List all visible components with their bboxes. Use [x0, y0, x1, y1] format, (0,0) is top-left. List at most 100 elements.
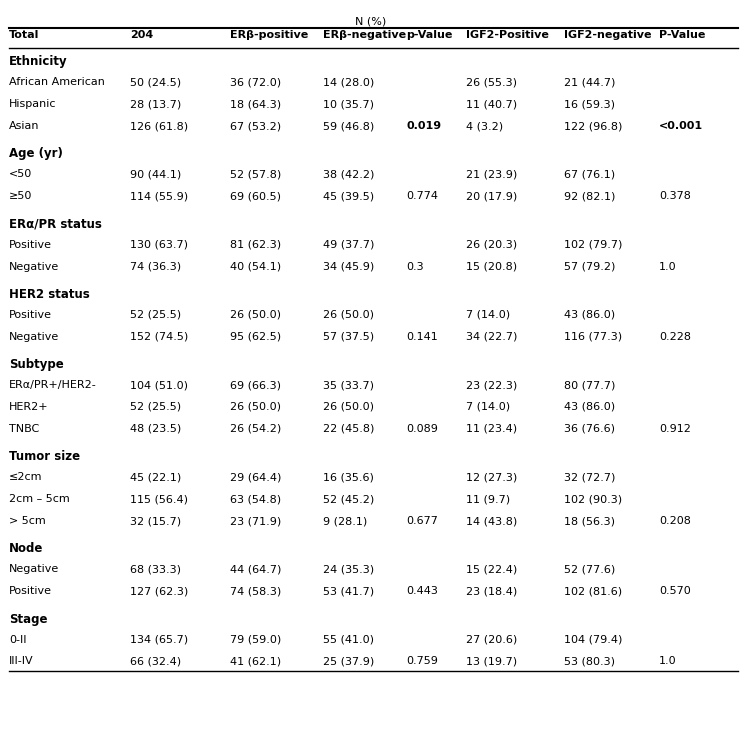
Text: 59 (46.8): 59 (46.8) [323, 121, 374, 131]
Text: 22 (45.8): 22 (45.8) [323, 424, 374, 434]
Text: 28 (13.7): 28 (13.7) [130, 99, 181, 109]
Text: 0-II: 0-II [9, 635, 27, 644]
Text: Total: Total [9, 30, 39, 40]
Text: 57 (37.5): 57 (37.5) [323, 331, 374, 342]
Text: 15 (22.4): 15 (22.4) [466, 564, 517, 574]
Text: 204: 204 [130, 30, 153, 40]
Text: 0.3: 0.3 [407, 262, 424, 271]
Text: 126 (61.8): 126 (61.8) [130, 121, 188, 131]
Text: 26 (50.0): 26 (50.0) [323, 402, 374, 412]
Text: <50: <50 [9, 169, 32, 179]
Text: 23 (71.9): 23 (71.9) [230, 516, 281, 526]
Text: ≥50: ≥50 [9, 191, 33, 201]
Text: 0.570: 0.570 [659, 586, 691, 596]
Text: 102 (79.7): 102 (79.7) [564, 239, 623, 250]
Text: 52 (57.8): 52 (57.8) [230, 169, 281, 179]
Text: 0.774: 0.774 [407, 191, 439, 201]
Text: 0.378: 0.378 [659, 191, 691, 201]
Text: 11 (23.4): 11 (23.4) [466, 424, 517, 434]
Text: 20 (17.9): 20 (17.9) [466, 191, 517, 201]
Text: 0.677: 0.677 [407, 516, 439, 526]
Text: ERα/PR status: ERα/PR status [9, 218, 102, 230]
Text: 41 (62.1): 41 (62.1) [230, 656, 281, 666]
Text: 36 (76.6): 36 (76.6) [564, 424, 615, 434]
Text: 48 (23.5): 48 (23.5) [130, 424, 181, 434]
Text: Positive: Positive [9, 310, 52, 319]
Text: 102 (81.6): 102 (81.6) [564, 586, 622, 596]
Text: 50 (24.5): 50 (24.5) [130, 77, 181, 87]
Text: 104 (79.4): 104 (79.4) [564, 635, 623, 644]
Text: 55 (41.0): 55 (41.0) [323, 635, 374, 644]
Text: p-Value: p-Value [407, 30, 453, 40]
Text: 0.228: 0.228 [659, 331, 691, 342]
Text: 66 (32.4): 66 (32.4) [130, 656, 181, 666]
Text: 52 (25.5): 52 (25.5) [130, 402, 181, 412]
Text: 32 (15.7): 32 (15.7) [130, 516, 181, 526]
Text: 80 (77.7): 80 (77.7) [564, 380, 615, 390]
Text: 26 (50.0): 26 (50.0) [230, 402, 281, 412]
Text: Hispanic: Hispanic [9, 99, 56, 109]
Text: 9 (28.1): 9 (28.1) [323, 516, 367, 526]
Text: 44 (64.7): 44 (64.7) [230, 564, 281, 574]
Text: N (%): N (%) [355, 16, 387, 26]
Text: 52 (25.5): 52 (25.5) [130, 310, 181, 319]
Text: ≤2cm: ≤2cm [9, 472, 42, 482]
Text: 79 (59.0): 79 (59.0) [230, 635, 281, 644]
Text: 29 (64.4): 29 (64.4) [230, 472, 281, 482]
Text: 12 (27.3): 12 (27.3) [466, 472, 517, 482]
Text: 90 (44.1): 90 (44.1) [130, 169, 181, 179]
Text: 40 (54.1): 40 (54.1) [230, 262, 281, 271]
Text: 102 (90.3): 102 (90.3) [564, 494, 622, 504]
Text: 0.141: 0.141 [407, 331, 439, 342]
Text: 23 (18.4): 23 (18.4) [466, 586, 517, 596]
Text: Ethnicity: Ethnicity [9, 56, 68, 68]
Text: 115 (56.4): 115 (56.4) [130, 494, 188, 504]
Text: P-Value: P-Value [659, 30, 705, 40]
Text: 1.0: 1.0 [659, 656, 677, 666]
Text: 18 (64.3): 18 (64.3) [230, 99, 281, 109]
Text: 67 (76.1): 67 (76.1) [564, 169, 615, 179]
Text: 7 (14.0): 7 (14.0) [466, 310, 510, 319]
Text: Positive: Positive [9, 239, 52, 250]
Text: 152 (74.5): 152 (74.5) [130, 331, 188, 342]
Text: 69 (60.5): 69 (60.5) [230, 191, 281, 201]
Text: HER2+: HER2+ [9, 402, 48, 412]
Text: 38 (42.2): 38 (42.2) [323, 169, 374, 179]
Text: 45 (22.1): 45 (22.1) [130, 472, 181, 482]
Text: ERβ-positive: ERβ-positive [230, 30, 308, 40]
Text: 26 (54.2): 26 (54.2) [230, 424, 281, 434]
Text: 21 (44.7): 21 (44.7) [564, 77, 615, 87]
Text: 57 (79.2): 57 (79.2) [564, 262, 615, 271]
Text: 52 (45.2): 52 (45.2) [323, 494, 374, 504]
Text: 0.089: 0.089 [407, 424, 439, 434]
Text: 26 (20.3): 26 (20.3) [466, 239, 517, 250]
Text: 25 (37.9): 25 (37.9) [323, 656, 374, 666]
Text: 26 (55.3): 26 (55.3) [466, 77, 517, 87]
Text: Age (yr): Age (yr) [9, 147, 63, 160]
Text: 0.019: 0.019 [407, 121, 441, 131]
Text: 67 (53.2): 67 (53.2) [230, 121, 281, 131]
Text: 49 (37.7): 49 (37.7) [323, 239, 374, 250]
Text: 36 (72.0): 36 (72.0) [230, 77, 281, 87]
Text: 53 (80.3): 53 (80.3) [564, 656, 615, 666]
Text: 23 (22.3): 23 (22.3) [466, 380, 517, 390]
Text: 26 (50.0): 26 (50.0) [323, 310, 374, 319]
Text: 1.0: 1.0 [659, 262, 677, 271]
Text: 81 (62.3): 81 (62.3) [230, 239, 281, 250]
Text: Node: Node [9, 542, 43, 555]
Text: 74 (36.3): 74 (36.3) [130, 262, 181, 271]
Text: 0.208: 0.208 [659, 516, 691, 526]
Text: IGF2-negative: IGF2-negative [564, 30, 651, 40]
Text: 21 (23.9): 21 (23.9) [466, 169, 517, 179]
Text: 130 (63.7): 130 (63.7) [130, 239, 188, 250]
Text: 34 (45.9): 34 (45.9) [323, 262, 374, 271]
Text: 43 (86.0): 43 (86.0) [564, 310, 615, 319]
Text: 27 (20.6): 27 (20.6) [466, 635, 517, 644]
Text: 10 (35.7): 10 (35.7) [323, 99, 374, 109]
Text: 35 (33.7): 35 (33.7) [323, 380, 374, 390]
Text: 7 (14.0): 7 (14.0) [466, 402, 510, 412]
Text: 95 (62.5): 95 (62.5) [230, 331, 281, 342]
Text: 26 (50.0): 26 (50.0) [230, 310, 281, 319]
Text: 16 (35.6): 16 (35.6) [323, 472, 374, 482]
Text: 0.912: 0.912 [659, 424, 691, 434]
